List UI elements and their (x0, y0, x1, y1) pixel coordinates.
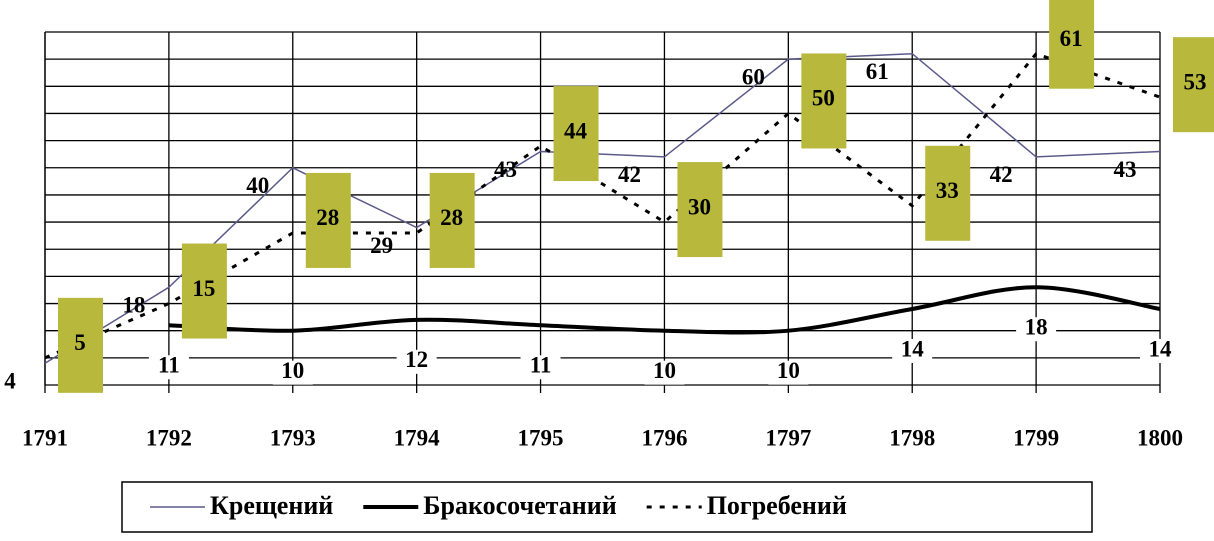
data-label-box (677, 162, 723, 258)
x-tick-label: 1793 (270, 425, 316, 450)
data-label: 11 (158, 353, 180, 378)
data-label-box (925, 145, 971, 241)
data-label: 43 (1114, 157, 1137, 182)
x-tick-label: 1800 (1137, 425, 1183, 450)
data-label-box (305, 172, 351, 268)
data-label-box (181, 243, 227, 339)
x-tick-label: 1797 (765, 425, 811, 450)
data-label: 44 (564, 118, 588, 143)
data-label-bg (1140, 338, 1180, 363)
data-label-bg (644, 360, 685, 385)
data-label: 10 (653, 358, 676, 383)
data-label-box (58, 297, 103, 393)
data-label: 10 (281, 358, 304, 383)
data-label: 10 (777, 358, 800, 383)
series-line (44, 52, 1161, 364)
data-label-bg (892, 338, 933, 363)
legend-label: Крещений (210, 491, 333, 520)
data-label-bg (768, 360, 809, 385)
x-tick-label: 1794 (394, 425, 441, 450)
data-label-box (553, 86, 599, 182)
data-label: 42 (618, 162, 641, 187)
data-label: 53 (1184, 69, 1207, 94)
x-tick-label: 1799 (1013, 425, 1059, 450)
data-label: 50 (812, 86, 835, 111)
series-line (168, 285, 1161, 335)
data-label: 61 (1060, 26, 1083, 51)
data-label: 28 (316, 205, 339, 230)
x-tick-label: 1795 (518, 425, 564, 450)
legend-label: Бракосочетаний (423, 491, 616, 520)
legend-box (121, 481, 1093, 533)
data-label: 43 (494, 157, 517, 182)
x-tick-label: 1798 (889, 425, 935, 450)
data-label-bg (272, 360, 313, 385)
legend-label: Погребений (707, 491, 847, 520)
data-label-bg (396, 349, 437, 374)
data-label: 30 (688, 194, 711, 219)
data-label: 33 (936, 178, 959, 203)
data-label: 29 (370, 233, 393, 258)
data-label: 40 (246, 173, 269, 198)
data-label: 5 (74, 330, 86, 355)
x-tick-label: 1792 (146, 425, 192, 450)
series-line (44, 51, 1161, 360)
data-label: 18 (122, 293, 145, 318)
data-label-box (429, 172, 475, 268)
data-label: 14 (1149, 336, 1173, 361)
data-label-bg (520, 355, 561, 380)
data-label: 4 (4, 369, 16, 394)
x-tick-label: 1791 (22, 425, 68, 450)
data-label: 12 (405, 347, 428, 372)
data-label: 14 (901, 336, 925, 361)
data-label-box (801, 53, 847, 149)
data-label: 60 (742, 64, 765, 89)
data-label: 15 (192, 276, 215, 301)
data-label-bg (1016, 317, 1057, 342)
x-tick-label: 1796 (641, 425, 687, 450)
data-label: 28 (440, 205, 463, 230)
data-label-box (1049, 0, 1095, 89)
data-label: 61 (866, 59, 889, 84)
data-label: 11 (530, 353, 552, 378)
data-label: 42 (990, 162, 1013, 187)
data-label-box (1173, 37, 1214, 133)
data-label: 18 (1025, 315, 1048, 340)
data-label-bg (148, 355, 189, 380)
